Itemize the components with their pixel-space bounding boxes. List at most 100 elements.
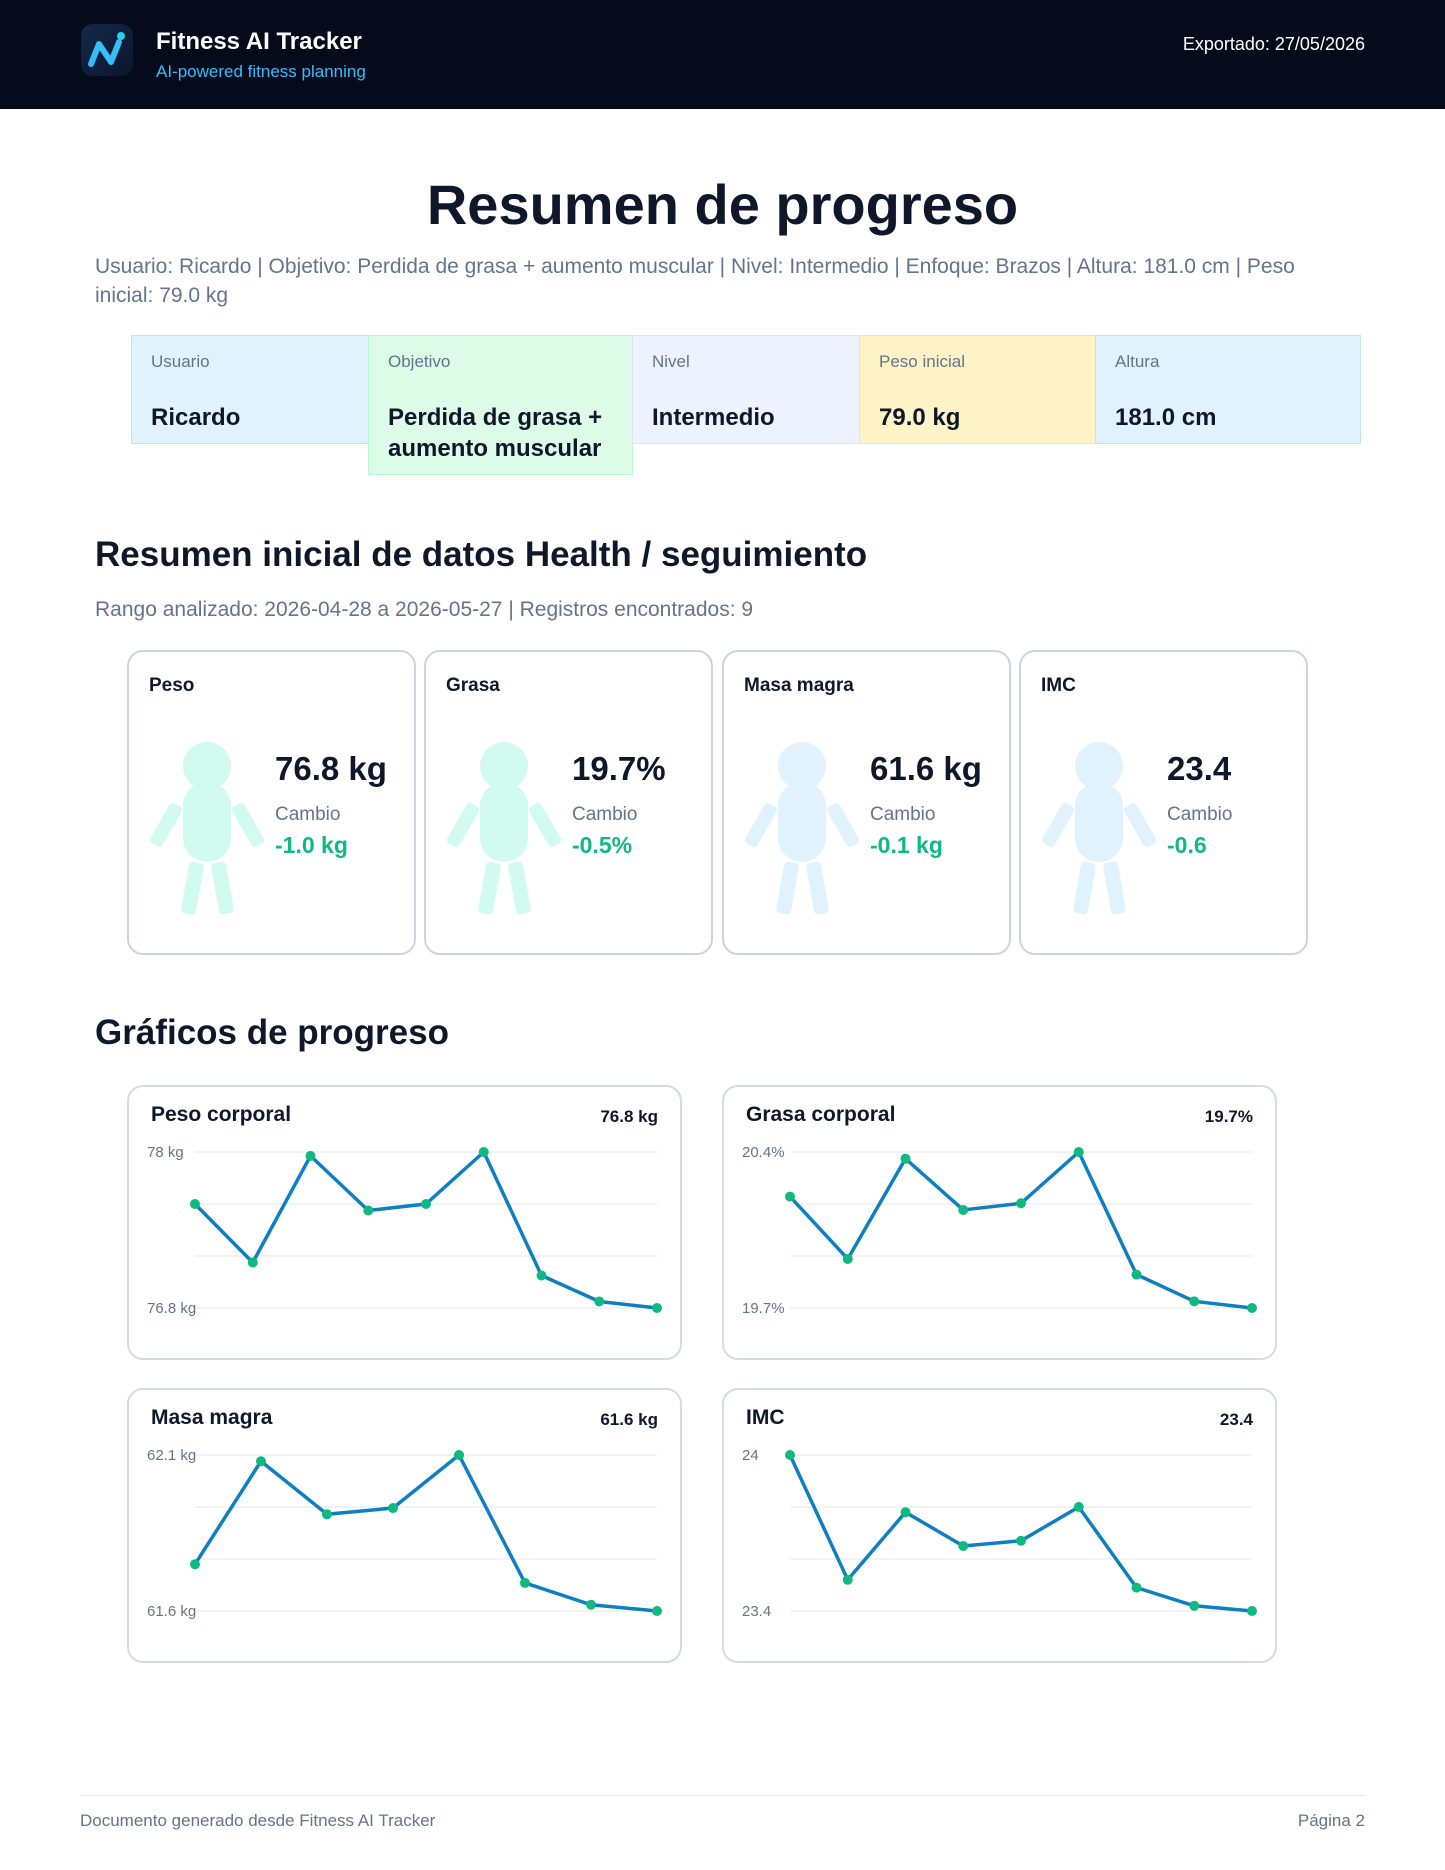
info-box-usuario: Usuario Ricardo xyxy=(131,335,369,444)
metric-card-grasa: Grasa 19.7% Cambio -0.5% xyxy=(424,650,713,955)
chart-latest-value: 19.7% xyxy=(1204,1107,1253,1126)
data-point xyxy=(1073,1502,1084,1512)
metric-value: 76.8 kg xyxy=(275,750,387,787)
data-point xyxy=(305,1150,316,1161)
data-point xyxy=(900,1153,911,1164)
metric-change: -0.5% xyxy=(572,832,633,858)
chart-title: Masa magra xyxy=(151,1406,273,1429)
info-value: Intermedio xyxy=(652,404,775,431)
data-point xyxy=(1189,1600,1200,1611)
data-point xyxy=(652,1606,662,1616)
metric-value: 19.7% xyxy=(572,750,666,787)
metric-change-label: Cambio xyxy=(572,804,638,825)
data-point xyxy=(1016,1535,1026,1546)
data-point xyxy=(388,1503,398,1514)
metric-card-peso: Peso 76.8 kg Cambio -1.0 kg xyxy=(127,650,416,955)
metric-value: 23.4 xyxy=(1167,750,1232,787)
chart-card-peso-corporal: 78 kg 76.8 kg Peso corporal 76.8 kg xyxy=(127,1085,682,1360)
data-point xyxy=(421,1199,431,1209)
metric-change-label: Cambio xyxy=(1167,804,1233,825)
top-bar xyxy=(0,0,1445,109)
info-label: Altura xyxy=(1115,352,1160,371)
health-section-title: Resumen inicial de datos Health / seguim… xyxy=(95,535,868,574)
y-tick-label: 62.1 kg xyxy=(147,1447,196,1464)
data-point xyxy=(454,1450,464,1460)
y-tick-label: 23.4 xyxy=(742,1603,771,1620)
y-tick-label: 76.8 kg xyxy=(147,1300,196,1317)
page-title: Resumen de progreso xyxy=(426,173,1019,236)
chart-plot: 20.4% 19.7% xyxy=(742,1144,1257,1317)
data-point xyxy=(785,1191,795,1202)
info-value: Perdida de grasa + aumento muscular xyxy=(388,404,603,462)
data-point xyxy=(594,1296,605,1307)
data-point xyxy=(785,1450,795,1460)
metric-card-imc: IMC 23.4 Cambio -0.6 xyxy=(1019,650,1308,955)
metric-change: -0.6 xyxy=(1167,832,1207,858)
chart-card-masa-magra: 62.1 kg 61.6 kg Masa magra 61.6 kg xyxy=(127,1388,682,1663)
info-value: Ricardo xyxy=(151,404,241,431)
metric-change-label: Cambio xyxy=(275,804,341,825)
data-point xyxy=(1073,1147,1084,1157)
chart-plot: 62.1 kg 61.6 kg xyxy=(147,1447,662,1620)
data-point xyxy=(900,1507,911,1518)
info-box-objetivo: Objetivo Perdida de grasa + aumento musc… xyxy=(368,335,633,475)
info-box-nivel: Nivel Intermedio xyxy=(632,335,860,444)
data-point xyxy=(1189,1296,1200,1307)
data-point xyxy=(478,1147,489,1157)
data-point xyxy=(190,1559,200,1570)
info-value: 181.0 cm xyxy=(1115,404,1217,431)
data-point xyxy=(958,1541,969,1551)
data-point xyxy=(958,1204,969,1215)
y-tick-label: 19.7% xyxy=(742,1300,785,1317)
body-figure-icon xyxy=(149,742,265,915)
y-tick-label: 24 xyxy=(742,1447,759,1464)
y-tick-label: 20.4% xyxy=(742,1144,785,1161)
y-tick-label: 78 kg xyxy=(147,1144,184,1161)
data-point xyxy=(842,1253,853,1264)
data-point xyxy=(1131,1269,1142,1280)
range-line: Rango analizado: 2026-04-28 a 2026-05-27… xyxy=(95,598,754,621)
chart-card-grasa-corporal: 20.4% 19.7% Grasa corporal 19.7% xyxy=(722,1085,1277,1360)
app-subtitle: AI-powered fitness planning xyxy=(156,62,366,81)
data-point xyxy=(536,1270,547,1281)
chart-latest-value: 61.6 kg xyxy=(600,1410,658,1429)
charts-section-title: Gráficos de progreso xyxy=(95,1013,449,1052)
y-tick-label: 61.6 kg xyxy=(147,1603,196,1620)
chart-latest-value: 23.4 xyxy=(1219,1410,1253,1429)
series-line xyxy=(193,1453,659,1613)
info-box-altura: Altura 181.0 cm xyxy=(1095,335,1361,444)
footer-note: Documento generado desde Fitness AI Trac… xyxy=(80,1811,436,1830)
app-logo-icon xyxy=(81,24,133,76)
data-point xyxy=(256,1456,266,1467)
metric-name: Peso xyxy=(149,675,195,696)
chart-title: Grasa corporal xyxy=(746,1103,896,1126)
body-figure-icon xyxy=(744,742,860,915)
info-label: Nivel xyxy=(652,352,690,371)
chart-latest-value: 76.8 kg xyxy=(600,1107,658,1126)
info-label: Peso inicial xyxy=(879,352,965,371)
metric-card-masa-magra: Masa magra 61.6 kg Cambio -0.1 kg xyxy=(722,650,1011,955)
data-point xyxy=(1247,1606,1257,1616)
body-figure-icon xyxy=(446,742,562,915)
data-point xyxy=(652,1303,662,1313)
footer-divider xyxy=(80,1795,1365,1796)
metric-name: Masa magra xyxy=(744,675,854,696)
data-point xyxy=(322,1509,332,1520)
data-point xyxy=(1131,1582,1142,1593)
app-title: Fitness AI Tracker xyxy=(156,28,362,55)
data-point xyxy=(1247,1303,1257,1313)
metric-change-label: Cambio xyxy=(870,804,936,825)
data-point xyxy=(520,1577,530,1588)
metric-value: 61.6 kg xyxy=(870,750,982,787)
series-line xyxy=(193,1150,659,1310)
body-figure-icon xyxy=(1041,742,1157,915)
series-line xyxy=(788,1453,1254,1613)
chart-card-imc: 24 23.4 IMC 23.4 xyxy=(722,1388,1277,1663)
chart-title: IMC xyxy=(746,1406,785,1429)
info-label: Usuario xyxy=(151,352,210,371)
data-point xyxy=(190,1199,200,1209)
page-number: Página 2 xyxy=(1297,1811,1365,1830)
info-value: 79.0 kg xyxy=(879,404,961,431)
metric-name: Grasa xyxy=(446,675,500,696)
chart-title: Peso corporal xyxy=(151,1103,292,1126)
